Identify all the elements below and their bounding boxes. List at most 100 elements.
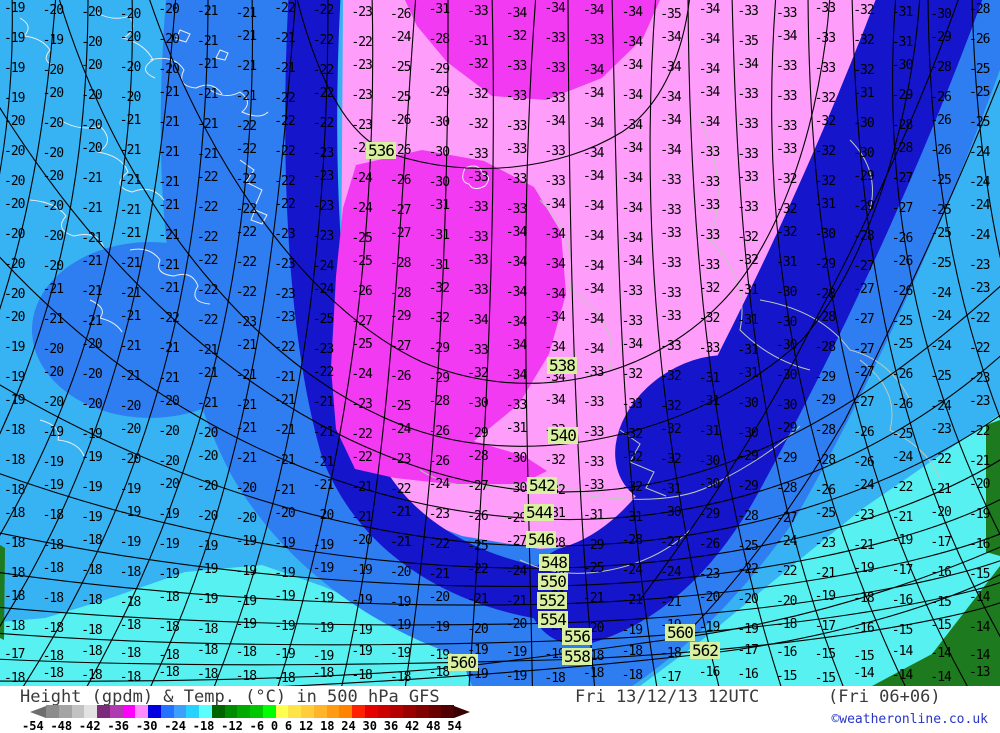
legend-color-swatch <box>46 705 59 718</box>
temperature-label: -18 <box>42 561 65 576</box>
isotherm-line <box>150 0 297 686</box>
temperature-label: -21 <box>312 455 335 470</box>
temperature-label: -33 <box>698 175 721 190</box>
temperature-label: -34 <box>544 1 566 16</box>
temperature-label: -32 <box>698 311 721 326</box>
temperature-label: -21 <box>197 366 219 381</box>
isotherm-line <box>277 0 374 686</box>
temperature-label: -21 <box>197 87 219 102</box>
height-contour-label: 552 <box>537 591 567 610</box>
legend-tick: 54 <box>447 719 462 733</box>
temperature-label: -18 <box>81 623 103 638</box>
legend-tick: 42 <box>404 719 420 733</box>
temperature-label: -20 <box>776 594 798 609</box>
temperature-label: -19 <box>312 649 335 664</box>
temperature-label: -29 <box>853 199 875 214</box>
temperature-label: -14 <box>969 620 991 635</box>
temperature-label: -34 <box>544 310 566 325</box>
weather-map: -19 -20 -20 -20 -20 -21 -21 -22 -22 -23 -26 -31 -33 -… <box>0 0 1000 686</box>
temperature-label: -26 <box>891 284 914 299</box>
isotherm-line <box>0 0 177 628</box>
temperature-label: -20 <box>119 30 142 45</box>
temperature-label: -29 <box>814 393 837 408</box>
temperature-label: -34 <box>467 313 489 328</box>
temperature-label: -20 <box>737 592 759 607</box>
temperature-label: -22 <box>312 86 335 101</box>
height-contour-label: 544 <box>524 503 554 522</box>
temperature-label: -24 <box>930 399 952 414</box>
temperature-label: -18 <box>119 646 142 661</box>
temperature-label: -21 <box>891 510 914 525</box>
temperature-label: -33 <box>505 59 528 74</box>
temperature-label: -20 <box>428 590 451 605</box>
temperature-label: -22 <box>390 482 412 497</box>
temperature-label: -23 <box>930 422 952 437</box>
temperature-label: -28 <box>428 394 451 409</box>
temperature-label: -28 <box>814 340 837 355</box>
temperature-label: -18 <box>158 590 180 605</box>
temperature-label: -20 <box>930 505 952 520</box>
temperature-label: -25 <box>969 85 991 100</box>
temperature-label: -21 <box>274 483 296 498</box>
temperature-label: -30 <box>737 396 759 411</box>
temperature-label: -20 <box>197 426 219 441</box>
legend-arrow-left <box>30 705 46 718</box>
temperature-label: -22 <box>969 311 991 326</box>
temperature-label: -34 <box>621 5 644 20</box>
temperature-label: -19 <box>119 482 142 497</box>
temperature-label: -20 <box>4 144 26 159</box>
temperature-label: -19 <box>119 505 142 520</box>
temperature-label: -21 <box>351 510 373 525</box>
temperature-label: -20 <box>505 617 528 632</box>
temperature-label: -21 <box>312 478 335 493</box>
temperature-label: -33 <box>776 119 798 134</box>
temperature-label: -21 <box>660 595 682 610</box>
legend-color-swatch <box>71 705 85 718</box>
temperature-label: -33 <box>505 202 528 217</box>
temperature-label: -22 <box>428 537 451 552</box>
temperature-label: -20 <box>42 169 65 184</box>
temperature-label: -28 <box>621 533 644 548</box>
temperature-label: -27 <box>390 203 412 218</box>
temperature-label: -34 <box>621 231 644 246</box>
temperature-label: -20 <box>467 622 489 637</box>
temperature-label: -32 <box>467 366 489 381</box>
temperature-label: -21 <box>235 368 258 383</box>
temperature-label: -22 <box>312 33 335 48</box>
temperature-label: -34 <box>505 255 528 270</box>
copyright-link[interactable]: ©weatheronline.co.uk <box>831 712 988 727</box>
temperature-label: -29 <box>814 370 837 385</box>
temperature-label: -34 <box>621 35 644 50</box>
temperature-label: -19 <box>428 620 451 635</box>
temperature-label: -24 <box>660 565 682 580</box>
temperature-label: -23 <box>969 281 991 296</box>
temperature-label: -29 <box>930 30 952 45</box>
legend-color-bar <box>30 705 470 718</box>
temperature-label: -27 <box>351 314 373 329</box>
height-contour-label: 542 <box>527 476 557 495</box>
temperature-label: -34 <box>583 259 605 274</box>
temperature-label: -33 <box>737 147 759 162</box>
temperature-label: -14 <box>891 668 914 683</box>
temperature-label: -32 <box>814 174 837 189</box>
temperature-label: -21 <box>390 505 412 520</box>
temperature-label: -20 <box>351 533 373 548</box>
temperature-label: -17 <box>891 563 914 578</box>
temperature-label: -28 <box>428 32 451 47</box>
temperature-label: -17 <box>660 670 682 685</box>
temperature-label: -17 <box>737 643 759 658</box>
legend-tick: -18 <box>192 719 215 733</box>
height-contour-label: 558 <box>562 647 592 666</box>
temperature-label: -26 <box>930 90 952 105</box>
temperature-label: -20 <box>119 399 142 414</box>
legend-color-swatch <box>160 705 174 718</box>
temperature-label: -25 <box>583 561 605 576</box>
isotherm-line <box>927 0 1000 419</box>
temperature-label: -32 <box>621 367 644 382</box>
temperature-label: -32 <box>467 57 489 72</box>
temperature-label: -18 <box>197 622 219 637</box>
temperature-label: -26 <box>390 7 412 22</box>
temperature-label: -24 <box>312 282 335 297</box>
legend-tick: -36 <box>107 719 130 733</box>
temperature-label: -21 <box>158 145 180 160</box>
